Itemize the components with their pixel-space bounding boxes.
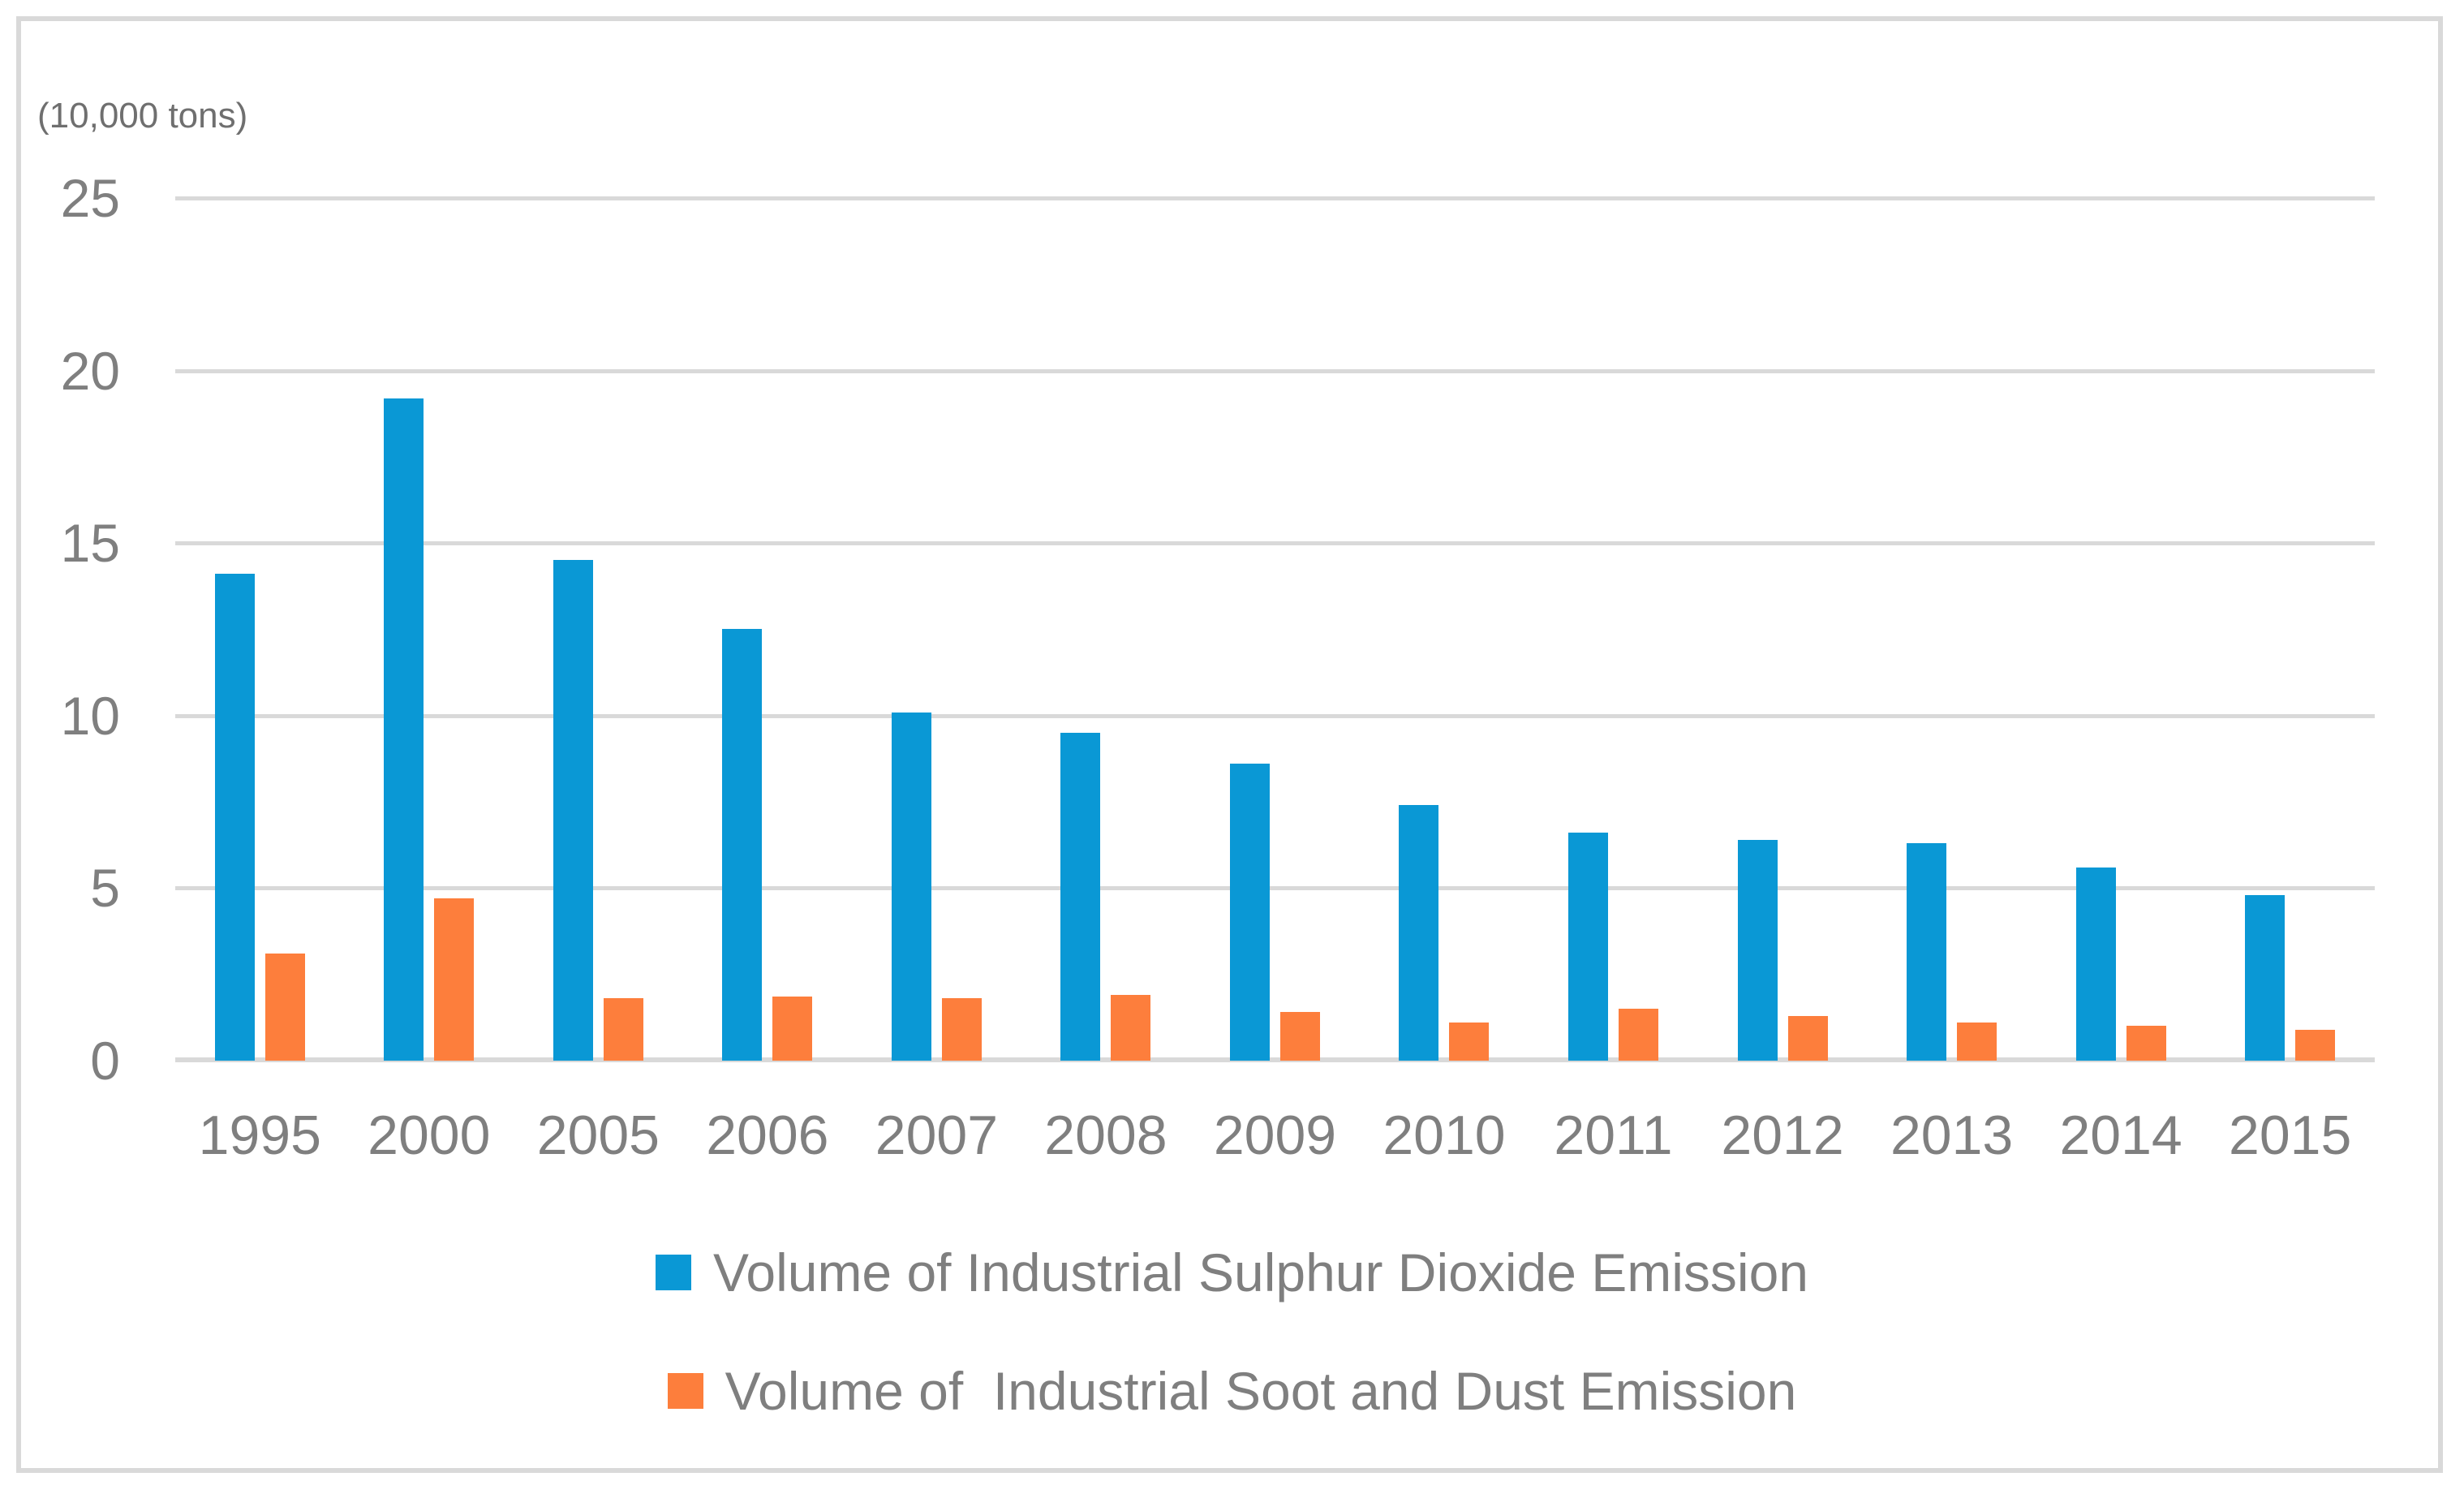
gridline-25 [175,196,2375,200]
bar-soot-and-dust-1995 [264,954,305,1061]
x-axis-tick-label-2006: 2006 [706,1104,829,1166]
bar-group-2009 [1190,198,1360,1061]
x-axis-tick-label-2007: 2007 [875,1104,999,1166]
gridline-15 [175,541,2375,545]
bar-group-2013 [1867,198,2036,1061]
bar-soot-and-dust-2005 [603,998,643,1061]
gridline-10 [175,714,2375,718]
bar-group-2007 [852,198,1021,1061]
plot-area [175,196,2375,1062]
bar-soot-and-dust-2007 [941,998,982,1061]
x-axis-tick-label-2008: 2008 [1044,1104,1167,1166]
bar-sulphur-dioxide-2007 [891,713,931,1061]
bar-group-2000 [345,198,514,1061]
x-axis-tick-label-2015: 2015 [2229,1104,2352,1166]
bar-sulphur-dioxide-2013 [1907,843,1947,1061]
bar-group-2014 [2036,198,2206,1061]
bar-soot-and-dust-2014 [2126,1026,2166,1061]
x-axis-tick-label-2011: 2011 [1554,1104,1673,1166]
y-axis-tick-label-5: 5 [90,858,120,918]
y-axis-unit-label: (10,000 tons) [37,96,248,136]
bar-group-2006 [683,198,853,1061]
x-axis-tick-label-2012: 2012 [1721,1104,1844,1166]
legend-item-sulphur-dioxide: Volume of Industrial Sulphur Dioxide Emi… [655,1213,1808,1332]
y-axis-tick-label-0: 0 [90,1031,120,1091]
bar-soot-and-dust-2015 [2295,1030,2336,1061]
bar-soot-and-dust-2012 [1787,1016,1828,1061]
y-axis-tick-label-20: 20 [60,341,120,401]
bar-soot-and-dust-2013 [1957,1023,1997,1061]
bar-group-2011 [1529,198,1698,1061]
bar-sulphur-dioxide-2014 [2075,868,2116,1061]
bar-sulphur-dioxide-2005 [553,560,593,1061]
legend-label-sulphur-dioxide: Volume of Industrial Sulphur Dioxide Emi… [712,1242,1808,1302]
bar-sulphur-dioxide-2009 [1229,764,1270,1061]
legend-item-soot-and-dust: Volume of Industrial Soot and Dust Emiss… [667,1332,1797,1450]
bar-sulphur-dioxide-1995 [214,574,255,1061]
bar-group-2012 [1698,198,1868,1061]
legend-label-soot-and-dust: Volume of Industrial Soot and Dust Emiss… [725,1361,1797,1421]
bar-group-2010 [1360,198,1529,1061]
bar-soot-and-dust-2006 [772,997,813,1061]
x-axis-tick-label-2009: 2009 [1213,1104,1337,1166]
bar-soot-and-dust-2009 [1279,1012,1320,1061]
bars-layer [175,198,2375,1061]
gridline-5 [175,886,2375,890]
bar-sulphur-dioxide-2010 [1399,805,1439,1061]
gridline-20 [175,369,2375,373]
x-axis-tick-label-1995: 1995 [198,1104,321,1166]
bar-group-1995 [175,198,345,1061]
bar-group-2008 [1021,198,1191,1061]
x-axis-tick-label-2013: 2013 [1890,1104,2014,1166]
y-axis-tick-label-25: 25 [60,168,120,228]
bar-sulphur-dioxide-2011 [1568,833,1609,1061]
bar-sulphur-dioxide-2015 [2245,895,2286,1061]
gridline-0 [175,1057,2375,1062]
x-axis-tick-label-2005: 2005 [536,1104,660,1166]
y-axis-tick-label-15: 15 [60,513,120,573]
legend-swatch-sulphur-dioxide [655,1255,691,1290]
bar-soot-and-dust-2000 [434,898,475,1061]
bar-soot-and-dust-2008 [1111,995,1151,1061]
y-axis-tick-label-10: 10 [60,686,120,746]
x-axis-tick-label-2010: 2010 [1383,1104,1506,1166]
bar-soot-and-dust-2011 [1619,1009,1659,1061]
bar-sulphur-dioxide-2008 [1060,733,1101,1061]
bar-sulphur-dioxide-2000 [384,398,424,1061]
legend: Volume of Industrial Sulphur Dioxide Emi… [0,1213,2464,1450]
bar-sulphur-dioxide-2012 [1737,840,1778,1061]
y-axis-tick-labels: 25 20 15 10 5 0 [0,171,120,1087]
bar-group-2005 [514,198,683,1061]
legend-swatch-soot-and-dust [667,1373,703,1409]
bar-soot-and-dust-2010 [1449,1023,1490,1061]
x-axis-tick-labels: 1995 2000 2005 2006 2007 2008 2009 2010 2011 2012… [175,1105,2375,1166]
x-axis-tick-label-2000: 2000 [368,1104,491,1166]
x-axis-tick-label-2014: 2014 [2059,1104,2182,1166]
bar-sulphur-dioxide-2006 [722,629,763,1061]
bar-group-2015 [2205,198,2375,1061]
